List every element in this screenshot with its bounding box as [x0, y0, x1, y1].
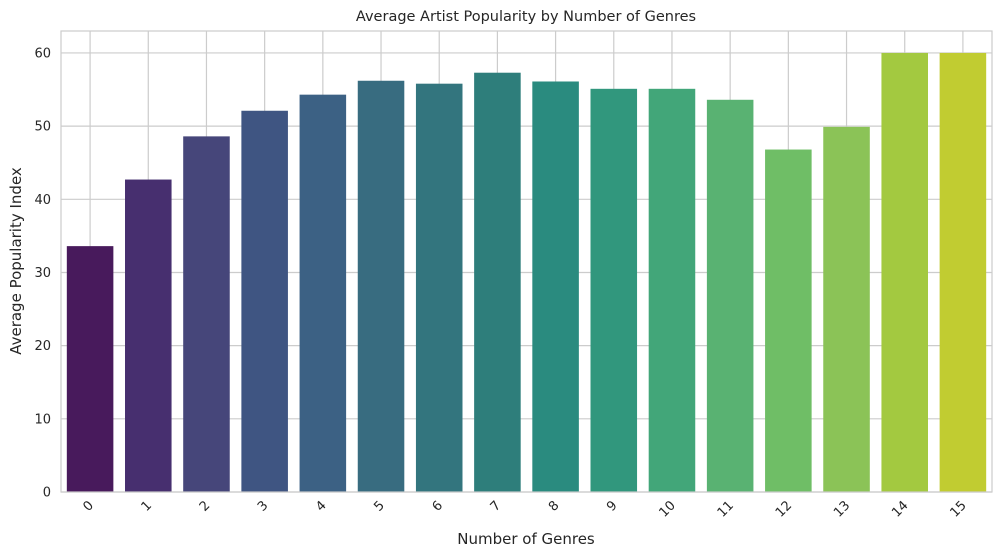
y-tick-label: 30 [34, 266, 51, 281]
y-tick-label: 20 [34, 339, 51, 354]
x-tick-label: 0 [80, 498, 96, 514]
chart-title: Average Artist Popularity by Number of G… [356, 9, 696, 25]
x-tick-label: 7 [488, 498, 504, 514]
plot-frame [60, 30, 993, 493]
x-tick-label: 10 [656, 498, 678, 520]
y-tick-label: 0 [43, 486, 51, 501]
y-tick-label: 60 [34, 46, 51, 61]
bar-15 [939, 52, 987, 492]
bar-8 [532, 81, 579, 492]
bar-4 [299, 94, 347, 493]
y-tick-label: 50 [34, 120, 51, 135]
x-tick-label: 14 [889, 498, 911, 520]
x-tick-label: 13 [831, 498, 853, 520]
bar-2 [183, 136, 230, 492]
bar-6 [415, 83, 463, 492]
x-tick-labels: 0 1 2 3 4 5 6 7 8 9 10 11 12 13 14 15 [80, 498, 969, 520]
bars [66, 52, 987, 493]
y-axis-label: Average Popularity Index [7, 167, 25, 355]
bar-11 [706, 99, 754, 493]
x-tick-label: 6 [430, 498, 446, 514]
bar-1 [125, 179, 172, 493]
x-tick-label: 1 [139, 498, 155, 514]
y-tick-label: 40 [34, 193, 51, 208]
bar-14 [881, 52, 928, 492]
bar-7 [474, 72, 521, 492]
x-tick-label: 2 [197, 498, 213, 514]
x-tick-label: 5 [371, 498, 387, 514]
bar-10 [648, 88, 696, 493]
y-tick-labels: 0 10 20 30 40 50 60 [34, 46, 51, 500]
bar-12 [765, 149, 812, 493]
x-tick-label: 4 [313, 498, 329, 514]
x-axis-label: Number of Genres [457, 530, 595, 548]
bar-3 [241, 110, 288, 492]
bar-9 [590, 88, 638, 493]
bar-5 [357, 80, 405, 492]
y-tick-label: 10 [34, 412, 51, 427]
x-tick-label: 3 [255, 498, 271, 514]
bar-0 [66, 246, 114, 492]
x-tick-label: 12 [773, 498, 795, 520]
x-tick-label: 8 [546, 498, 562, 514]
bar-13 [823, 126, 870, 492]
x-tick-label: 9 [604, 498, 620, 514]
x-tick-label: 11 [715, 498, 737, 520]
x-tick-label: 15 [947, 498, 969, 520]
